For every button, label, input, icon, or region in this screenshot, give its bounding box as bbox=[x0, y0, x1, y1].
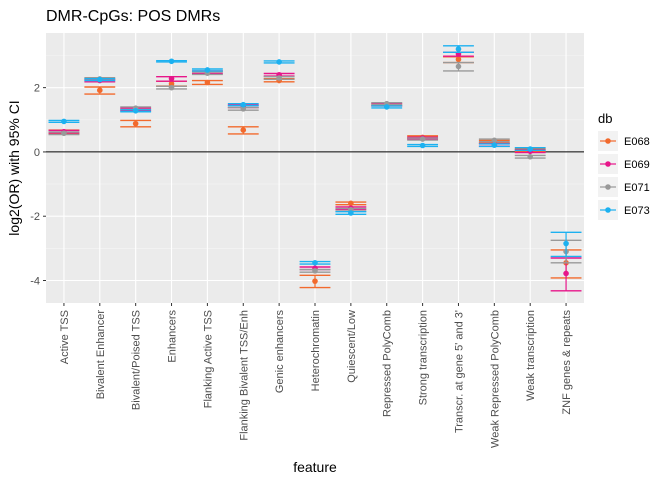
x-tick-label: Enhancers bbox=[167, 310, 179, 363]
data-point bbox=[240, 101, 247, 108]
data-point bbox=[61, 130, 67, 137]
legend-key-point bbox=[605, 184, 611, 190]
data-point bbox=[455, 56, 462, 63]
series-layer bbox=[48, 45, 582, 292]
x-tick-label: Bivalent Enhancer bbox=[95, 310, 107, 400]
legend-item-E069: E069 bbox=[598, 154, 650, 174]
data-point bbox=[168, 75, 175, 82]
data-point bbox=[527, 146, 533, 152]
x-tick-label: Weak Repressed PolyComb bbox=[489, 310, 501, 448]
x-tick-label: Active TSS bbox=[59, 310, 71, 364]
y-tick-label: -4 bbox=[30, 276, 40, 288]
data-point bbox=[455, 46, 462, 52]
x-ticks: Active TSS Bivalent Enhancer Bivalent/Pois… bbox=[59, 303, 573, 448]
x-tick-label: Weak transcription bbox=[525, 310, 537, 401]
chart-title: DMR-CpGs: POS DMRs bbox=[46, 8, 220, 25]
data-point bbox=[312, 278, 318, 284]
data-point bbox=[61, 118, 67, 125]
x-tick-label: Quiescent/Low bbox=[346, 310, 358, 383]
x-tick-label: ZNF genes & repeats bbox=[561, 310, 573, 415]
legend-label: E071 bbox=[624, 182, 650, 194]
data-point bbox=[383, 104, 390, 110]
legend-item-E071: E071 bbox=[598, 177, 650, 197]
data-point bbox=[240, 127, 247, 133]
legend-label: E069 bbox=[624, 159, 650, 171]
data-point bbox=[455, 63, 462, 70]
data-point bbox=[563, 240, 569, 247]
legend-key-point bbox=[605, 161, 611, 167]
x-tick-label: Transcr. at gene 5' and 3' bbox=[453, 310, 465, 433]
y-tick-label: -2 bbox=[30, 211, 40, 223]
legend-item-E073: E073 bbox=[598, 200, 650, 220]
data-point bbox=[312, 260, 318, 266]
data-point bbox=[276, 75, 282, 81]
x-axis-label: feature bbox=[293, 459, 337, 475]
data-point bbox=[348, 200, 354, 207]
data-point bbox=[563, 270, 569, 277]
x-tick-label: Repressed PolyComb bbox=[382, 310, 394, 417]
legend-title: db bbox=[598, 111, 612, 126]
legend-label: E068 bbox=[624, 136, 650, 148]
data-point bbox=[527, 153, 533, 160]
data-point bbox=[491, 137, 498, 144]
x-tick-label: Heterochromatin bbox=[310, 310, 322, 391]
data-point bbox=[419, 136, 426, 142]
data-point bbox=[168, 58, 175, 65]
data-point bbox=[168, 80, 175, 87]
y-ticks: -4 -2 0 2 bbox=[30, 83, 46, 288]
legend-key-point bbox=[605, 207, 611, 213]
y-tick-label: 2 bbox=[34, 83, 40, 95]
data-point bbox=[97, 76, 103, 83]
data-point bbox=[97, 87, 103, 94]
data-point bbox=[132, 120, 139, 127]
data-point bbox=[276, 59, 282, 65]
series-E073 bbox=[48, 45, 582, 266]
data-point bbox=[204, 79, 211, 86]
x-tick-label: Bivalent/Poised TSS bbox=[131, 310, 143, 410]
data-point bbox=[168, 84, 175, 91]
legend-key-point bbox=[605, 138, 611, 144]
x-tick-label: Flanking Bivalent TSS/Enh bbox=[238, 310, 250, 441]
x-tick-label: Flanking Active TSS bbox=[202, 310, 214, 408]
y-axis-label: log2(OR) with 95% CI bbox=[6, 100, 22, 235]
data-point bbox=[204, 67, 211, 73]
data-point bbox=[491, 142, 498, 148]
legend-item-E068: E068 bbox=[598, 131, 650, 151]
legend: db E068 E069 E071 E073 bbox=[598, 111, 650, 220]
data-point bbox=[132, 107, 139, 114]
data-point bbox=[348, 210, 354, 216]
x-tick-label: Genic enhancers bbox=[274, 310, 286, 394]
legend-label: E073 bbox=[624, 205, 650, 217]
data-point bbox=[419, 142, 426, 149]
y-tick-label: 0 bbox=[34, 147, 40, 159]
data-point bbox=[312, 268, 318, 274]
data-point bbox=[240, 106, 247, 112]
grid-major bbox=[46, 33, 584, 303]
x-tick-label: Strong transcription bbox=[418, 310, 430, 405]
